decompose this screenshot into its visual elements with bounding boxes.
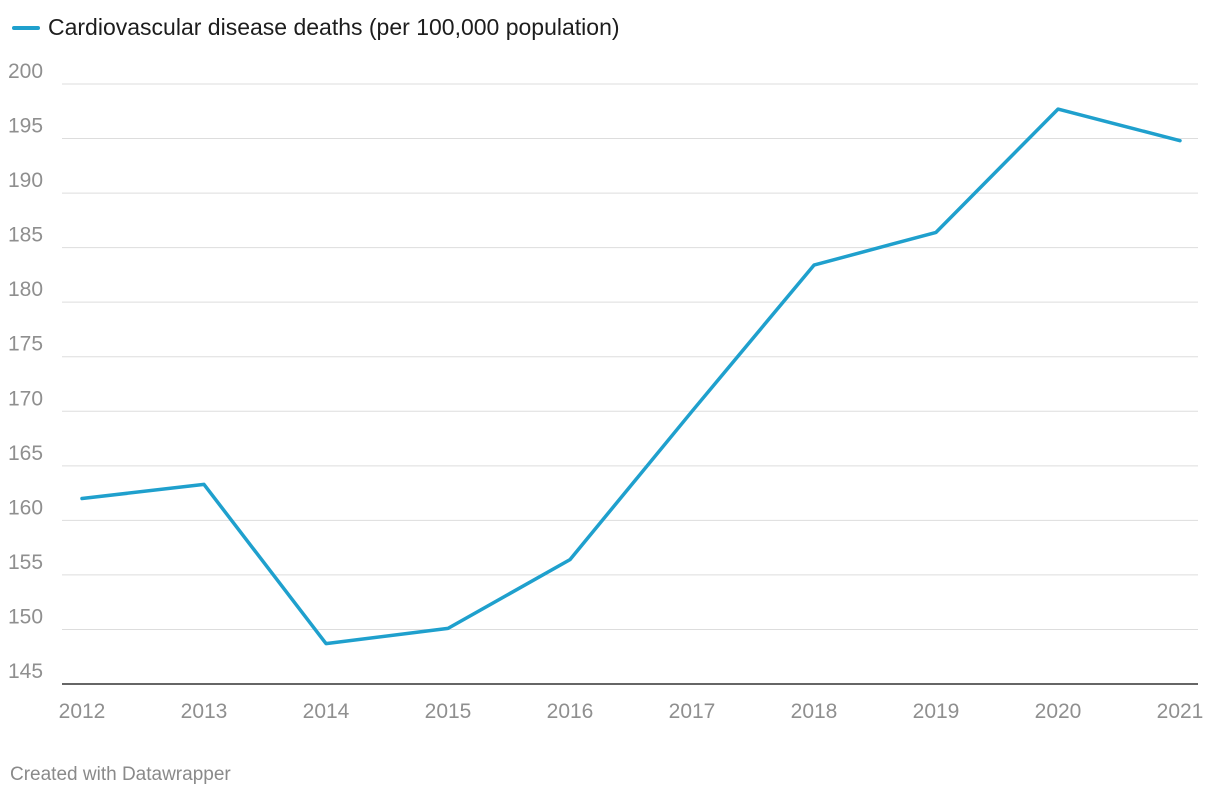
- y-tick-label: 180: [8, 278, 43, 301]
- data-point: [568, 558, 572, 562]
- x-tick-label: 2020: [1035, 700, 1082, 723]
- y-tick-label: 175: [8, 333, 43, 356]
- y-tick-label: 190: [8, 169, 43, 192]
- x-tick-label: 2019: [913, 700, 960, 723]
- data-point: [80, 497, 84, 501]
- x-tick-label: 2018: [791, 700, 838, 723]
- x-tick-label: 2012: [59, 700, 106, 723]
- x-tick-label: 2017: [669, 700, 716, 723]
- y-tick-label: 165: [8, 442, 43, 465]
- data-point: [324, 642, 328, 646]
- x-tick-label: 2015: [425, 700, 472, 723]
- x-tick-label: 2021: [1157, 700, 1204, 723]
- credit-text: Created with Datawrapper: [10, 764, 231, 785]
- data-point: [812, 263, 816, 267]
- x-tick-label: 2013: [181, 700, 228, 723]
- y-tick-label: 170: [8, 387, 43, 410]
- y-tick-label: 150: [8, 605, 43, 628]
- data-point: [934, 230, 938, 234]
- chart-legend: Cardiovascular disease deaths (per 100,0…: [12, 14, 620, 41]
- y-tick-label: 155: [8, 551, 43, 574]
- y-tick-label: 145: [8, 660, 43, 683]
- y-tick-label: 185: [8, 224, 43, 247]
- data-point: [1056, 107, 1060, 111]
- x-tick-label: 2016: [547, 700, 594, 723]
- data-point: [1178, 139, 1182, 143]
- series-line: [80, 107, 1182, 646]
- data-point: [202, 482, 206, 486]
- y-tick-label: 200: [8, 60, 43, 83]
- legend-swatch: [12, 25, 40, 30]
- x-tick-label: 2014: [303, 700, 350, 723]
- y-tick-label: 195: [8, 115, 43, 138]
- legend-label: Cardiovascular disease deaths (per 100,0…: [48, 14, 620, 40]
- data-point: [446, 626, 450, 630]
- data-point: [690, 409, 694, 413]
- y-tick-label: 160: [8, 496, 43, 519]
